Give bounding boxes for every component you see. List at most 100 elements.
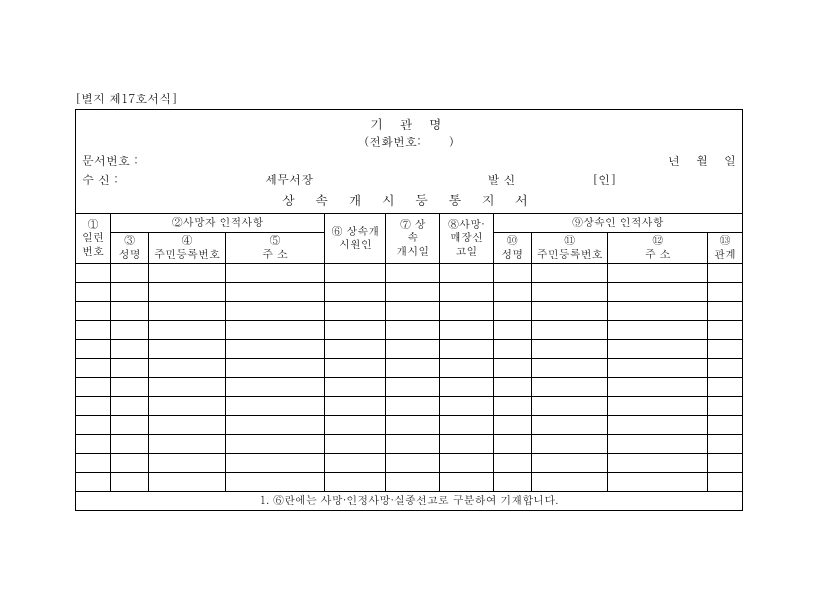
table-cell[interactable] — [149, 339, 226, 358]
table-cell[interactable] — [386, 453, 440, 472]
table-cell[interactable] — [325, 434, 386, 453]
table-cell[interactable] — [531, 301, 608, 320]
table-cell[interactable] — [225, 320, 325, 339]
table-cell[interactable] — [440, 396, 494, 415]
table-cell[interactable] — [110, 415, 148, 434]
table-cell[interactable] — [110, 472, 148, 491]
table-cell[interactable] — [149, 453, 226, 472]
table-cell[interactable] — [531, 263, 608, 282]
table-cell[interactable] — [493, 282, 531, 301]
table-cell[interactable] — [440, 453, 494, 472]
table-cell[interactable] — [149, 415, 226, 434]
table-cell[interactable] — [325, 358, 386, 377]
table-cell[interactable] — [225, 377, 325, 396]
table-cell[interactable] — [707, 339, 742, 358]
table-cell[interactable] — [707, 282, 742, 301]
table-cell[interactable] — [325, 263, 386, 282]
table-cell[interactable] — [608, 396, 708, 415]
table-cell[interactable] — [707, 377, 742, 396]
table-cell[interactable] — [608, 320, 708, 339]
table-cell[interactable] — [325, 415, 386, 434]
table-cell[interactable] — [225, 415, 325, 434]
table-cell[interactable] — [325, 301, 386, 320]
table-cell[interactable] — [225, 396, 325, 415]
table-cell[interactable] — [493, 472, 531, 491]
table-cell[interactable] — [386, 377, 440, 396]
table-cell[interactable] — [440, 263, 494, 282]
table-cell[interactable] — [76, 263, 110, 282]
table-cell[interactable] — [707, 263, 742, 282]
table-cell[interactable] — [493, 263, 531, 282]
table-cell[interactable] — [493, 377, 531, 396]
table-cell[interactable] — [493, 320, 531, 339]
table-cell[interactable] — [110, 320, 148, 339]
table-cell[interactable] — [386, 263, 440, 282]
table-cell[interactable] — [386, 339, 440, 358]
table-cell[interactable] — [608, 453, 708, 472]
table-cell[interactable] — [386, 472, 440, 491]
table-cell[interactable] — [225, 339, 325, 358]
table-cell[interactable] — [149, 396, 226, 415]
table-cell[interactable] — [531, 282, 608, 301]
table-cell[interactable] — [325, 377, 386, 396]
table-cell[interactable] — [225, 453, 325, 472]
table-cell[interactable] — [149, 263, 226, 282]
table-cell[interactable] — [707, 415, 742, 434]
table-cell[interactable] — [110, 434, 148, 453]
table-cell[interactable] — [76, 377, 110, 396]
table-cell[interactable] — [225, 472, 325, 491]
table-cell[interactable] — [76, 396, 110, 415]
table-cell[interactable] — [149, 320, 226, 339]
table-cell[interactable] — [225, 434, 325, 453]
table-cell[interactable] — [149, 282, 226, 301]
table-cell[interactable] — [110, 358, 148, 377]
table-cell[interactable] — [325, 339, 386, 358]
table-cell[interactable] — [325, 472, 386, 491]
table-cell[interactable] — [608, 415, 708, 434]
table-cell[interactable] — [531, 358, 608, 377]
table-cell[interactable] — [440, 415, 494, 434]
table-cell[interactable] — [76, 358, 110, 377]
table-cell[interactable] — [440, 377, 494, 396]
table-cell[interactable] — [76, 339, 110, 358]
table-cell[interactable] — [608, 301, 708, 320]
table-cell[interactable] — [149, 472, 226, 491]
table-cell[interactable] — [608, 339, 708, 358]
table-cell[interactable] — [76, 320, 110, 339]
table-cell[interactable] — [493, 396, 531, 415]
table-cell[interactable] — [440, 358, 494, 377]
table-cell[interactable] — [493, 415, 531, 434]
table-cell[interactable] — [440, 282, 494, 301]
table-cell[interactable] — [76, 415, 110, 434]
table-cell[interactable] — [707, 301, 742, 320]
table-cell[interactable] — [325, 282, 386, 301]
table-cell[interactable] — [386, 434, 440, 453]
table-cell[interactable] — [386, 282, 440, 301]
table-cell[interactable] — [149, 301, 226, 320]
table-cell[interactable] — [707, 453, 742, 472]
table-cell[interactable] — [531, 434, 608, 453]
table-cell[interactable] — [386, 320, 440, 339]
table-cell[interactable] — [325, 320, 386, 339]
table-cell[interactable] — [531, 453, 608, 472]
table-cell[interactable] — [110, 339, 148, 358]
table-cell[interactable] — [76, 301, 110, 320]
table-cell[interactable] — [325, 453, 386, 472]
table-cell[interactable] — [110, 301, 148, 320]
table-cell[interactable] — [110, 396, 148, 415]
table-cell[interactable] — [608, 282, 708, 301]
table-cell[interactable] — [149, 434, 226, 453]
table-cell[interactable] — [110, 263, 148, 282]
table-cell[interactable] — [707, 434, 742, 453]
table-cell[interactable] — [440, 320, 494, 339]
table-cell[interactable] — [149, 358, 226, 377]
table-cell[interactable] — [76, 472, 110, 491]
table-cell[interactable] — [493, 434, 531, 453]
table-cell[interactable] — [707, 472, 742, 491]
table-cell[interactable] — [440, 339, 494, 358]
table-cell[interactable] — [110, 453, 148, 472]
table-cell[interactable] — [608, 358, 708, 377]
table-cell[interactable] — [386, 396, 440, 415]
table-cell[interactable] — [493, 339, 531, 358]
table-cell[interactable] — [386, 415, 440, 434]
